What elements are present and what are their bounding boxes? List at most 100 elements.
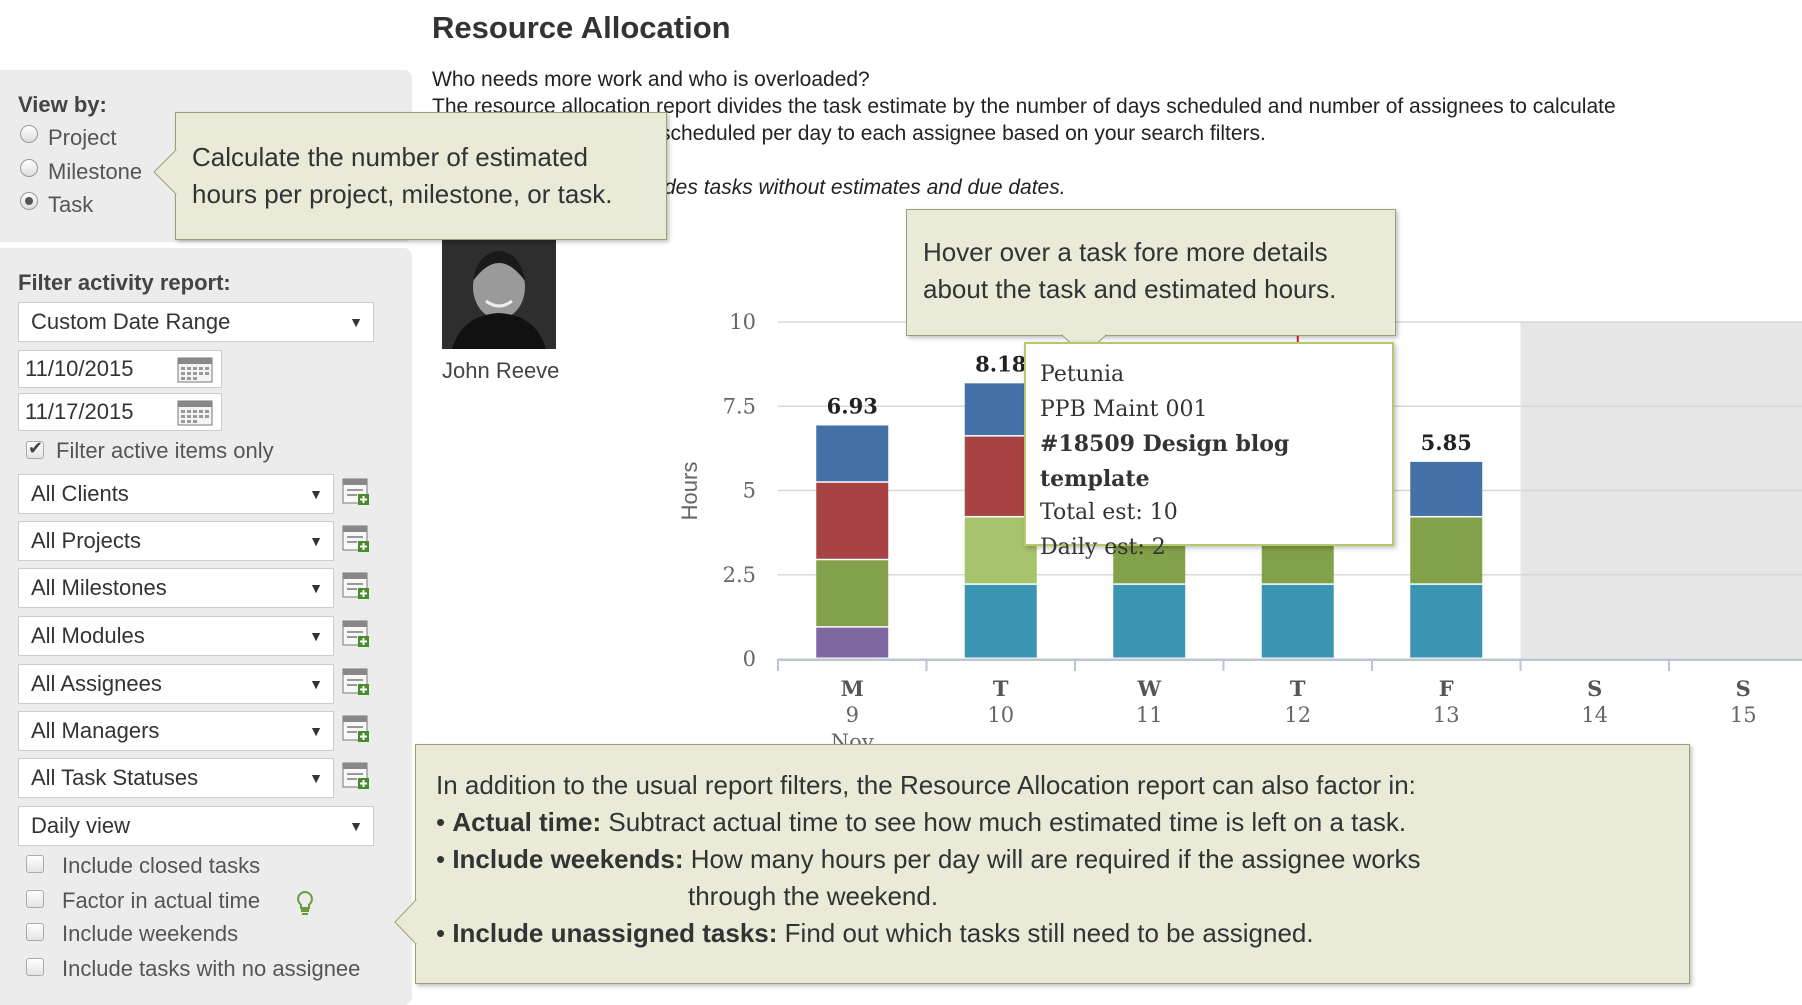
bar-total-label: 8.18 (975, 351, 1026, 376)
radio-milestone[interactable] (20, 159, 38, 177)
managers-select[interactable]: All Managers ▼ (18, 711, 334, 751)
clients-value: All Clients (31, 481, 129, 506)
include-closed-checkbox[interactable] (26, 855, 44, 873)
filter-add-icon[interactable] (342, 762, 370, 790)
chevron-down-icon: ▼ (309, 580, 323, 596)
bullet-1-title: Actual time: (452, 807, 602, 837)
bullet-2-text: How many hours per day will are required… (690, 844, 1421, 874)
start-date-input[interactable]: 11/10/2015 (18, 350, 222, 388)
x-day-letter: F (1439, 676, 1454, 701)
lightbulb-icon[interactable] (296, 890, 314, 916)
hover-callout: Hover over a task fore more details abou… (906, 209, 1396, 336)
tooltip-daily: Daily est: 2 (1040, 534, 1166, 560)
bottom-bullet-3: • Include unassigned tasks: Find out whi… (436, 918, 1314, 948)
bar-segment (1261, 584, 1334, 658)
include-weekends-label: Include weekends (62, 921, 239, 946)
radio-project[interactable] (20, 125, 38, 143)
intro-line-3: des tasks without estimates and due date… (664, 176, 1066, 199)
chevron-down-icon: ▼ (309, 628, 323, 644)
calendar-icon[interactable] (177, 400, 213, 426)
bottom-bullet-2-cont: through the weekend. (688, 881, 939, 911)
view-mode-select[interactable]: Daily view ▼ (18, 806, 374, 846)
filter-title: Filter activity report: (18, 270, 231, 295)
assignees-select[interactable]: All Assignees ▼ (18, 664, 334, 704)
include-weekends-checkbox[interactable] (26, 923, 44, 941)
intro-line-1: The resource allocation report divides t… (432, 95, 1616, 118)
filter-add-icon[interactable] (342, 478, 370, 506)
x-day-number: 14 (1581, 703, 1608, 727)
y-tick-label: 10 (729, 310, 756, 334)
page-title: Resource Allocation (432, 10, 731, 45)
x-day-letter: T (1290, 676, 1306, 701)
bottom-callout-intro: In addition to the usual report filters,… (436, 770, 1416, 800)
filter-add-icon[interactable] (342, 572, 370, 600)
tooltip-project: PPB Maint 001 (1040, 396, 1208, 422)
bar-segment (816, 425, 889, 482)
intro-question: Who needs more work and who is overloade… (432, 68, 870, 91)
milestones-value: All Milestones (31, 575, 167, 600)
x-day-number: 11 (1136, 703, 1163, 727)
chevron-down-icon: ▼ (309, 723, 323, 739)
projects-select[interactable]: All Projects ▼ (18, 521, 334, 561)
bar-segment (816, 560, 889, 627)
y-tick-label: 7.5 (723, 394, 756, 418)
filter-add-icon[interactable] (342, 620, 370, 648)
x-day-number: 10 (987, 703, 1014, 727)
filter-add-icon[interactable] (342, 668, 370, 696)
hover-callout-line2: about the task and estimated hours. (923, 274, 1337, 304)
x-day-letter: T (993, 676, 1009, 701)
modules-value: All Modules (31, 623, 145, 648)
view-mode-value: Daily view (31, 813, 131, 838)
task-statuses-select[interactable]: All Task Statuses ▼ (18, 758, 334, 798)
radio-label-project: Project (48, 125, 117, 150)
x-day-number: 13 (1433, 703, 1460, 727)
viewby-callout: Calculate the number of estimated hours … (175, 112, 667, 240)
bullet-1-text: Subtract actual time to see how much est… (608, 807, 1407, 837)
y-tick-label: 2.5 (723, 563, 756, 587)
x-day-number: 9 (846, 703, 859, 727)
bullet-3-text: Find out which tasks still need to be as… (784, 918, 1314, 948)
bar-total-label: 6.93 (827, 393, 878, 418)
bar-segment (1113, 584, 1186, 658)
filter-add-icon[interactable] (342, 715, 370, 743)
tooltip-client: Petunia (1040, 362, 1125, 387)
include-unassigned-checkbox[interactable] (26, 958, 44, 976)
calendar-icon[interactable] (177, 357, 213, 383)
radio-label-task: Task (48, 192, 94, 217)
chart-ylabel: Hours (677, 461, 702, 521)
viewby-callout-line2: hours per project, milestone, or task. (192, 179, 613, 209)
date-range-select[interactable]: Custom Date Range ▼ (18, 302, 374, 342)
bar-segment (816, 627, 889, 658)
clients-select[interactable]: All Clients ▼ (18, 474, 334, 514)
bar-segment (816, 482, 889, 559)
x-day-letter: W (1136, 676, 1161, 701)
x-day-letter: M (841, 676, 864, 701)
viewby-callout-line1: Calculate the number of estimated (192, 142, 588, 172)
chevron-down-icon: ▼ (349, 314, 363, 330)
include-closed-label: Include closed tasks (62, 853, 261, 878)
bar-segment (1410, 517, 1483, 584)
bar-segment (1410, 461, 1483, 516)
bar-total-label: 5.85 (1421, 430, 1472, 455)
end-date-input[interactable]: 11/17/2015 (18, 393, 222, 431)
assignee-name: John Reeve (442, 358, 560, 383)
radio-task[interactable] (20, 192, 38, 210)
tooltip-total: Total est: 10 (1040, 500, 1178, 525)
y-tick-label: 0 (743, 647, 756, 671)
active-only-checkbox[interactable] (26, 438, 44, 459)
active-only-label: Filter active items only (56, 438, 274, 463)
include-unassigned-label: Include tasks with no assignee (62, 956, 361, 981)
view-by-title: View by: (18, 92, 107, 117)
bar-segment (964, 584, 1037, 658)
assignees-value: All Assignees (31, 671, 162, 696)
milestones-select[interactable]: All Milestones ▼ (18, 568, 334, 608)
modules-select[interactable]: All Modules ▼ (18, 616, 334, 656)
hover-callout-line1: Hover over a task fore more details (923, 237, 1328, 267)
projects-value: All Projects (31, 528, 142, 553)
bullet-2-title: Include weekends: (452, 844, 684, 874)
bottom-bullet-1: • Actual time: Subtract actual time to s… (436, 807, 1407, 837)
bar-segment (1410, 584, 1483, 658)
start-date-value: 11/10/2015 (25, 356, 134, 381)
filter-add-icon[interactable] (342, 525, 370, 553)
factor-actual-checkbox[interactable] (26, 890, 44, 908)
